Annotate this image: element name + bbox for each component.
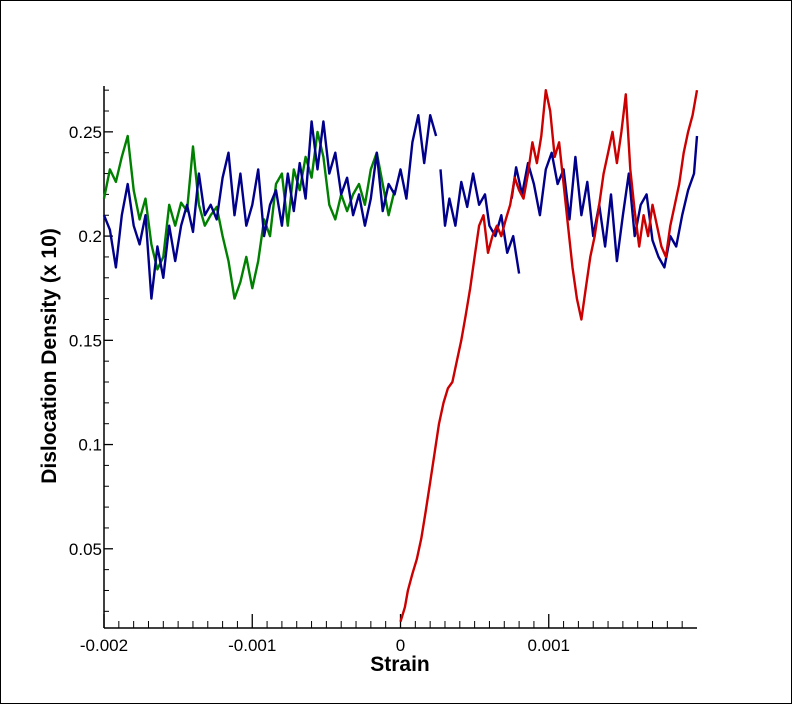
y-axis-label: Dislocation Density (x 10) (38, 228, 61, 484)
plot-lines (102, 89, 699, 623)
x-tick-label: 0.001 (527, 636, 570, 655)
series-line-2 (439, 169, 521, 274)
x-tick-label: -0.001 (228, 636, 276, 655)
x-axis-label: Strain (370, 653, 430, 676)
series-line-2 (510, 135, 699, 269)
series-line-1 (102, 130, 396, 300)
y-tick-label: 0.2 (78, 227, 102, 246)
series-line-3 (399, 89, 699, 623)
axes: 0.05 0.1 0.15 0.2 0.25 -0.002 -0.001 0 0.001 (69, 86, 697, 655)
y-tick-label: 0.25 (69, 123, 102, 142)
y-tick-label: 0.05 (69, 540, 102, 559)
x-tick-label: -0.002 (80, 636, 128, 655)
series-line-2 (102, 114, 438, 300)
y-tick-label: 0.15 (69, 331, 102, 350)
y-tick-label: 0.1 (78, 436, 102, 455)
x-tick-label: 0 (396, 636, 405, 655)
